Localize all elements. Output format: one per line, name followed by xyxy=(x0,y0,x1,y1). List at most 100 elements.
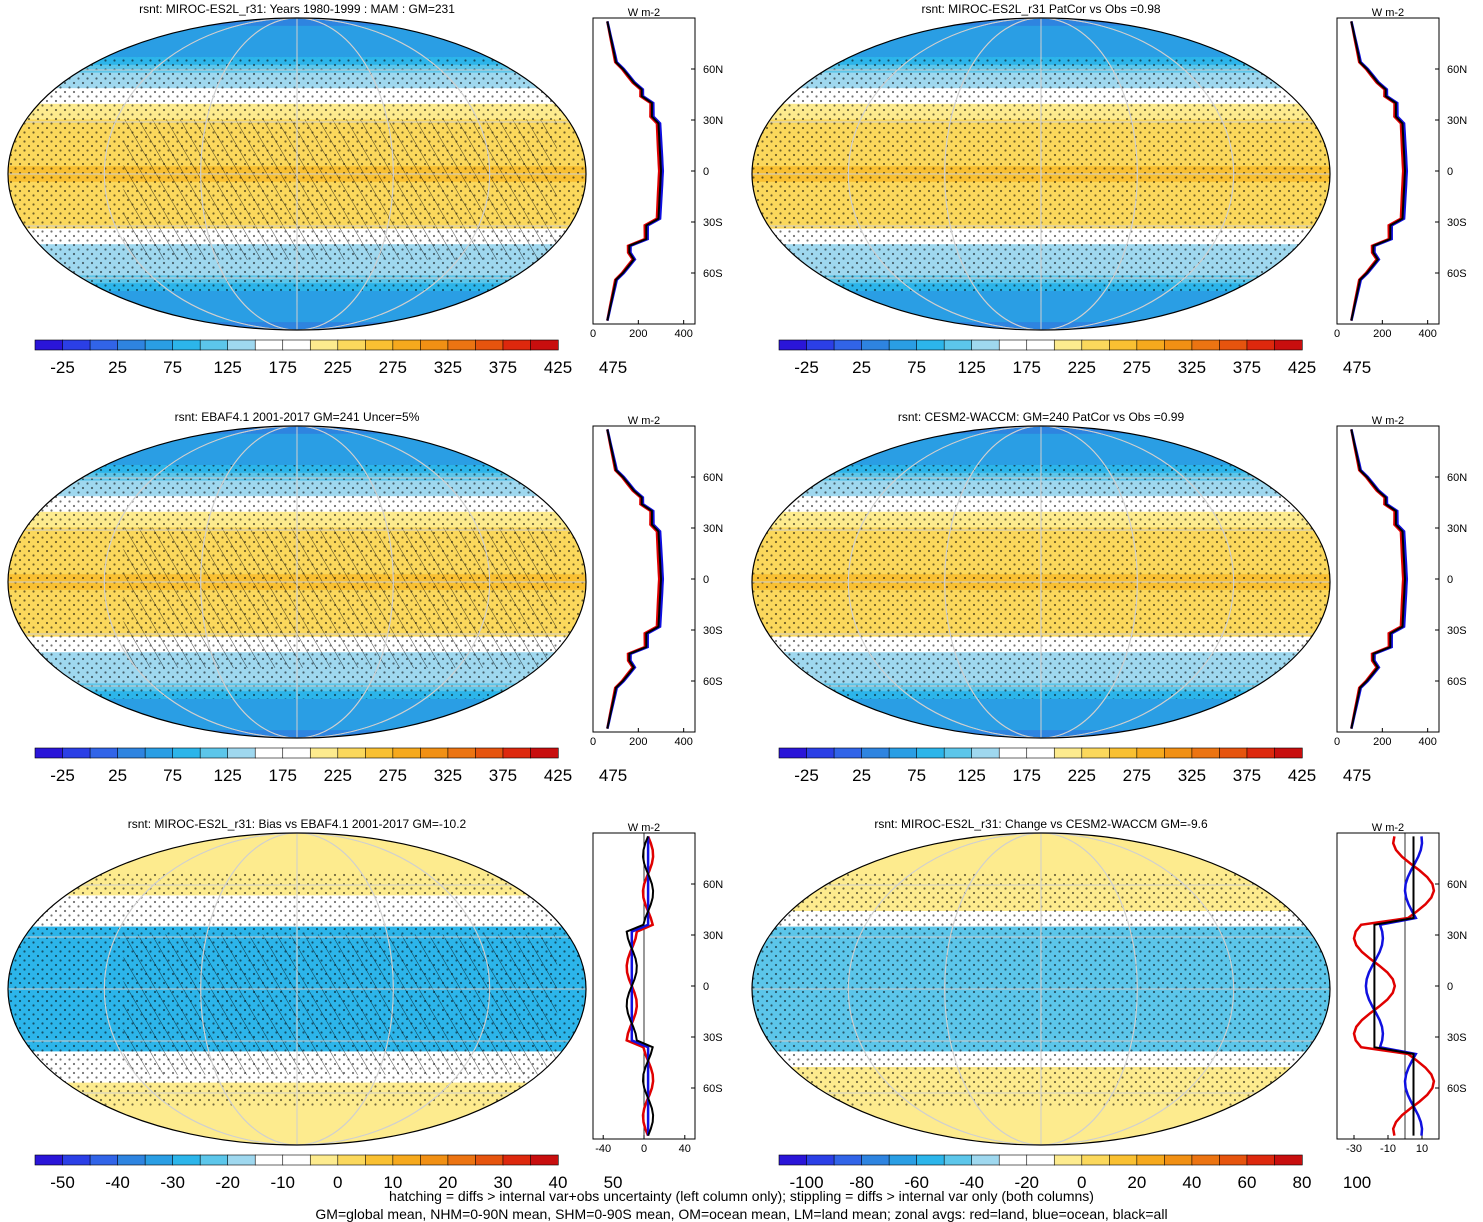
colorbar-swatch xyxy=(1137,748,1165,758)
colorbar-swatch xyxy=(1137,340,1165,350)
map xyxy=(8,833,586,1146)
colorbar-swatch xyxy=(1247,748,1275,758)
footer-line-2: GM=global mean, NHM=0-90N mean, SHM=0-90… xyxy=(0,1206,1483,1222)
panel-title: rsnt: EBAF4.1 2001-2017 GM=241 Uncer=5% xyxy=(175,410,420,424)
colorbar-swatch xyxy=(283,748,311,758)
colorbar-label: 225 xyxy=(324,766,352,785)
colorbar-swatch xyxy=(448,748,476,758)
map xyxy=(752,18,1330,331)
colorbar-swatch xyxy=(118,748,146,758)
colorbar-swatch xyxy=(503,1155,531,1165)
colorbar-swatch xyxy=(917,748,945,758)
zonal-x-label: 40 xyxy=(679,1143,691,1155)
colorbar-swatch xyxy=(173,1155,201,1165)
colorbar-label: 275 xyxy=(379,358,407,377)
zonal-y-label: 60S xyxy=(1447,1083,1467,1095)
colorbar-swatch xyxy=(1082,340,1110,350)
zonal-units: W m-2 xyxy=(1372,7,1404,19)
zonal-frame xyxy=(1337,18,1439,324)
colorbar-swatch xyxy=(834,340,862,350)
colorbar-swatch xyxy=(393,340,421,350)
colorbar-swatch xyxy=(1164,340,1192,350)
colorbar-swatch xyxy=(1082,1155,1110,1165)
colorbar-swatch xyxy=(779,1155,807,1165)
colorbar-swatch xyxy=(1274,1155,1302,1165)
zonal-y-label: 60S xyxy=(703,268,723,280)
colorbar-swatch xyxy=(889,748,917,758)
colorbar-swatch xyxy=(365,748,393,758)
colorbar-label: 375 xyxy=(489,358,517,377)
colorbar-swatch xyxy=(1054,748,1082,758)
zonal-y-label: 60S xyxy=(1447,676,1467,688)
colorbar-swatch xyxy=(475,340,503,350)
zonal-y-label: 60N xyxy=(703,472,723,484)
colorbar-swatch xyxy=(1247,1155,1275,1165)
zonal-y-label: 30N xyxy=(703,523,723,535)
colorbar-swatch xyxy=(200,340,228,350)
colorbar-swatch xyxy=(779,340,807,350)
colorbar-swatch xyxy=(1219,340,1247,350)
colorbar-swatch xyxy=(393,1155,421,1165)
colorbar-label: 375 xyxy=(1233,766,1261,785)
zonal-y-label: 0 xyxy=(1447,981,1453,993)
colorbar-swatch xyxy=(420,748,448,758)
colorbar-label: 275 xyxy=(379,766,407,785)
colorbar-swatch xyxy=(1137,1155,1165,1165)
colorbar-swatch xyxy=(310,748,338,758)
zonal-y-label: 60N xyxy=(1447,879,1467,891)
panel-title: rsnt: MIROC-ES2L_r31: Change vs CESM2-WA… xyxy=(874,817,1208,831)
colorbar-label: 175 xyxy=(1013,766,1041,785)
zonal-x-label: 200 xyxy=(1373,328,1391,340)
colorbar-swatch xyxy=(503,340,531,350)
colorbar-label: 425 xyxy=(544,358,572,377)
colorbar-swatch xyxy=(530,340,558,350)
colorbar-swatch xyxy=(834,748,862,758)
colorbar-swatch xyxy=(365,1155,393,1165)
colorbar-swatch xyxy=(779,748,807,758)
zonal-y-label: 60N xyxy=(703,64,723,76)
colorbar-swatch xyxy=(530,748,558,758)
zonal-x-label: 0 xyxy=(590,328,596,340)
colorbar-label: 25 xyxy=(108,358,127,377)
colorbar-swatch xyxy=(475,748,503,758)
colorbar-swatch xyxy=(310,1155,338,1165)
zonal-units: W m-2 xyxy=(1372,822,1404,834)
colorbar-label: 125 xyxy=(957,358,985,377)
colorbar-label: -25 xyxy=(50,358,75,377)
colorbar-swatch xyxy=(90,340,118,350)
zonal-y-label: 0 xyxy=(1447,166,1453,178)
colorbar-label: 25 xyxy=(852,358,871,377)
colorbar-label: 75 xyxy=(163,766,182,785)
colorbar-label: 75 xyxy=(907,358,926,377)
colorbar-swatch xyxy=(1109,340,1137,350)
colorbar-swatch xyxy=(338,1155,366,1165)
colorbar-swatch xyxy=(145,748,173,758)
colorbar-swatch xyxy=(944,748,972,758)
colorbar-swatch xyxy=(889,340,917,350)
colorbar-swatch xyxy=(917,1155,945,1165)
colorbar-swatch xyxy=(834,1155,862,1165)
colorbar-label: 125 xyxy=(213,766,241,785)
colorbar-label: 425 xyxy=(1288,766,1316,785)
colorbar-swatch xyxy=(1027,340,1055,350)
colorbar-swatch xyxy=(145,340,173,350)
colorbar-swatch xyxy=(63,340,91,350)
zonal-units: W m-2 xyxy=(628,822,660,834)
colorbar-swatch xyxy=(917,340,945,350)
colorbar-swatch xyxy=(807,748,835,758)
colorbar-label: -25 xyxy=(794,766,819,785)
zonal-units: W m-2 xyxy=(628,7,660,19)
colorbar-swatch xyxy=(1109,748,1137,758)
zonal-y-label: 60S xyxy=(703,676,723,688)
colorbar-swatch xyxy=(200,748,228,758)
panel-2: rsnt: MIROC-ES2L_r31 PatCor vs Obs =0.98… xyxy=(752,2,1467,377)
colorbar-label: 475 xyxy=(1343,358,1371,377)
colorbar-swatch xyxy=(173,340,201,350)
colorbar-swatch xyxy=(972,1155,1000,1165)
zonal-y-label: 30N xyxy=(1447,523,1467,535)
zonal-y-label: 30S xyxy=(703,625,723,637)
colorbar-swatch xyxy=(1274,340,1302,350)
colorbar-swatch xyxy=(944,1155,972,1165)
